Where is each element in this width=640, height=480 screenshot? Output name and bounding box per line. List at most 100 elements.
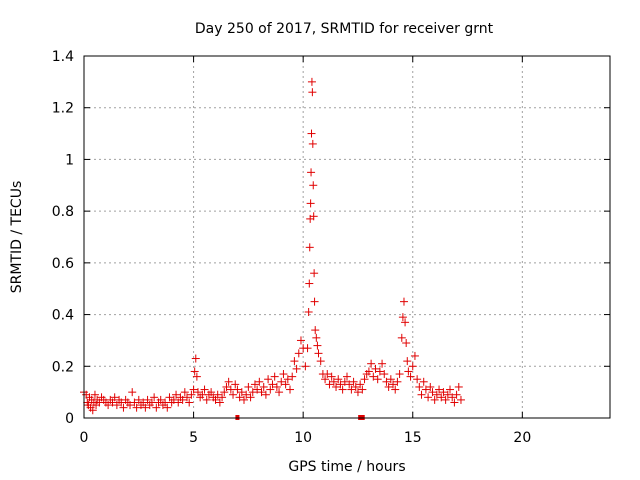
data-point	[452, 390, 461, 399]
data-point	[386, 375, 395, 384]
data-point	[435, 385, 444, 394]
x-tick-label: 10	[294, 430, 312, 446]
data-point	[233, 385, 242, 394]
data-point	[108, 398, 117, 407]
data-point	[343, 372, 351, 381]
data-point	[432, 390, 441, 399]
data-point	[340, 377, 349, 386]
data-point	[307, 77, 316, 86]
data-point	[242, 390, 251, 399]
data-point	[279, 370, 288, 379]
data-point	[421, 385, 430, 394]
data-point	[367, 359, 376, 368]
data-point	[349, 377, 358, 386]
data-point	[310, 297, 319, 306]
data-point	[382, 377, 391, 386]
data-point	[448, 393, 457, 402]
data-point	[334, 375, 343, 384]
data-point	[88, 406, 97, 415]
data-point	[307, 129, 316, 138]
x-tick-label: 15	[404, 430, 422, 446]
data-point	[259, 382, 268, 391]
data-point	[130, 398, 139, 407]
data-point	[391, 385, 400, 394]
data-point	[325, 380, 334, 389]
y-tick-label: 0.6	[52, 256, 74, 272]
data-point	[192, 372, 201, 381]
data-point	[353, 388, 362, 397]
data-point	[134, 395, 143, 404]
data-point	[389, 380, 398, 389]
y-tick-label: 0.2	[52, 359, 74, 375]
data-point	[402, 339, 411, 348]
data-point	[264, 375, 273, 384]
data-point	[253, 385, 262, 394]
data-point	[250, 380, 259, 389]
data-point	[248, 388, 257, 397]
data-point	[310, 269, 319, 278]
data-point	[329, 377, 338, 386]
x-axis-title: GPS time / hours	[288, 459, 405, 475]
data-point	[426, 382, 435, 391]
data-point	[332, 382, 341, 391]
data-point	[178, 395, 187, 404]
data-point	[306, 199, 315, 208]
data-point	[294, 349, 303, 358]
data-point	[281, 380, 290, 389]
x-tick-label: 0	[80, 430, 89, 446]
data-point	[244, 382, 253, 391]
data-point	[229, 390, 238, 399]
data-point	[384, 382, 393, 391]
data-point	[237, 388, 246, 397]
data-point	[191, 354, 200, 363]
data-point	[430, 395, 439, 404]
data-point	[398, 313, 407, 322]
data-point	[239, 395, 248, 404]
data-point	[404, 367, 413, 376]
data-point	[439, 388, 448, 397]
data-point	[410, 351, 419, 360]
data-point	[246, 393, 255, 402]
data-point	[172, 390, 181, 399]
data-point	[112, 401, 121, 410]
data-point	[308, 139, 317, 148]
data-point	[428, 388, 437, 397]
data-point	[292, 364, 301, 373]
data-points	[80, 77, 465, 415]
data-point	[454, 382, 463, 391]
data-point	[358, 385, 367, 394]
data-point	[313, 341, 322, 350]
data-point	[408, 362, 417, 371]
data-point	[347, 385, 356, 394]
data-point	[413, 375, 422, 384]
data-point	[406, 372, 415, 381]
data-point	[187, 390, 196, 399]
data-point	[301, 362, 310, 371]
data-point	[305, 243, 314, 252]
data-point	[268, 380, 277, 389]
data-point	[336, 380, 345, 389]
data-point	[397, 333, 406, 342]
x-tick-label: 20	[513, 430, 531, 446]
data-point	[373, 375, 382, 384]
data-point	[190, 367, 199, 376]
data-point	[288, 372, 297, 381]
data-point	[456, 395, 465, 404]
data-point	[141, 403, 150, 412]
data-point	[375, 367, 384, 376]
data-point	[307, 168, 316, 177]
data-point	[152, 403, 161, 412]
data-point	[338, 385, 347, 394]
data-point	[222, 382, 231, 391]
data-point	[231, 380, 240, 389]
data-point	[119, 403, 128, 412]
data-point	[257, 388, 266, 397]
y-tick-label: 0	[65, 411, 74, 427]
y-tick-label: 0.4	[52, 308, 74, 324]
data-point	[393, 377, 402, 386]
data-point	[180, 388, 189, 397]
data-point	[270, 372, 279, 381]
data-point	[183, 393, 192, 402]
data-point	[316, 357, 325, 366]
